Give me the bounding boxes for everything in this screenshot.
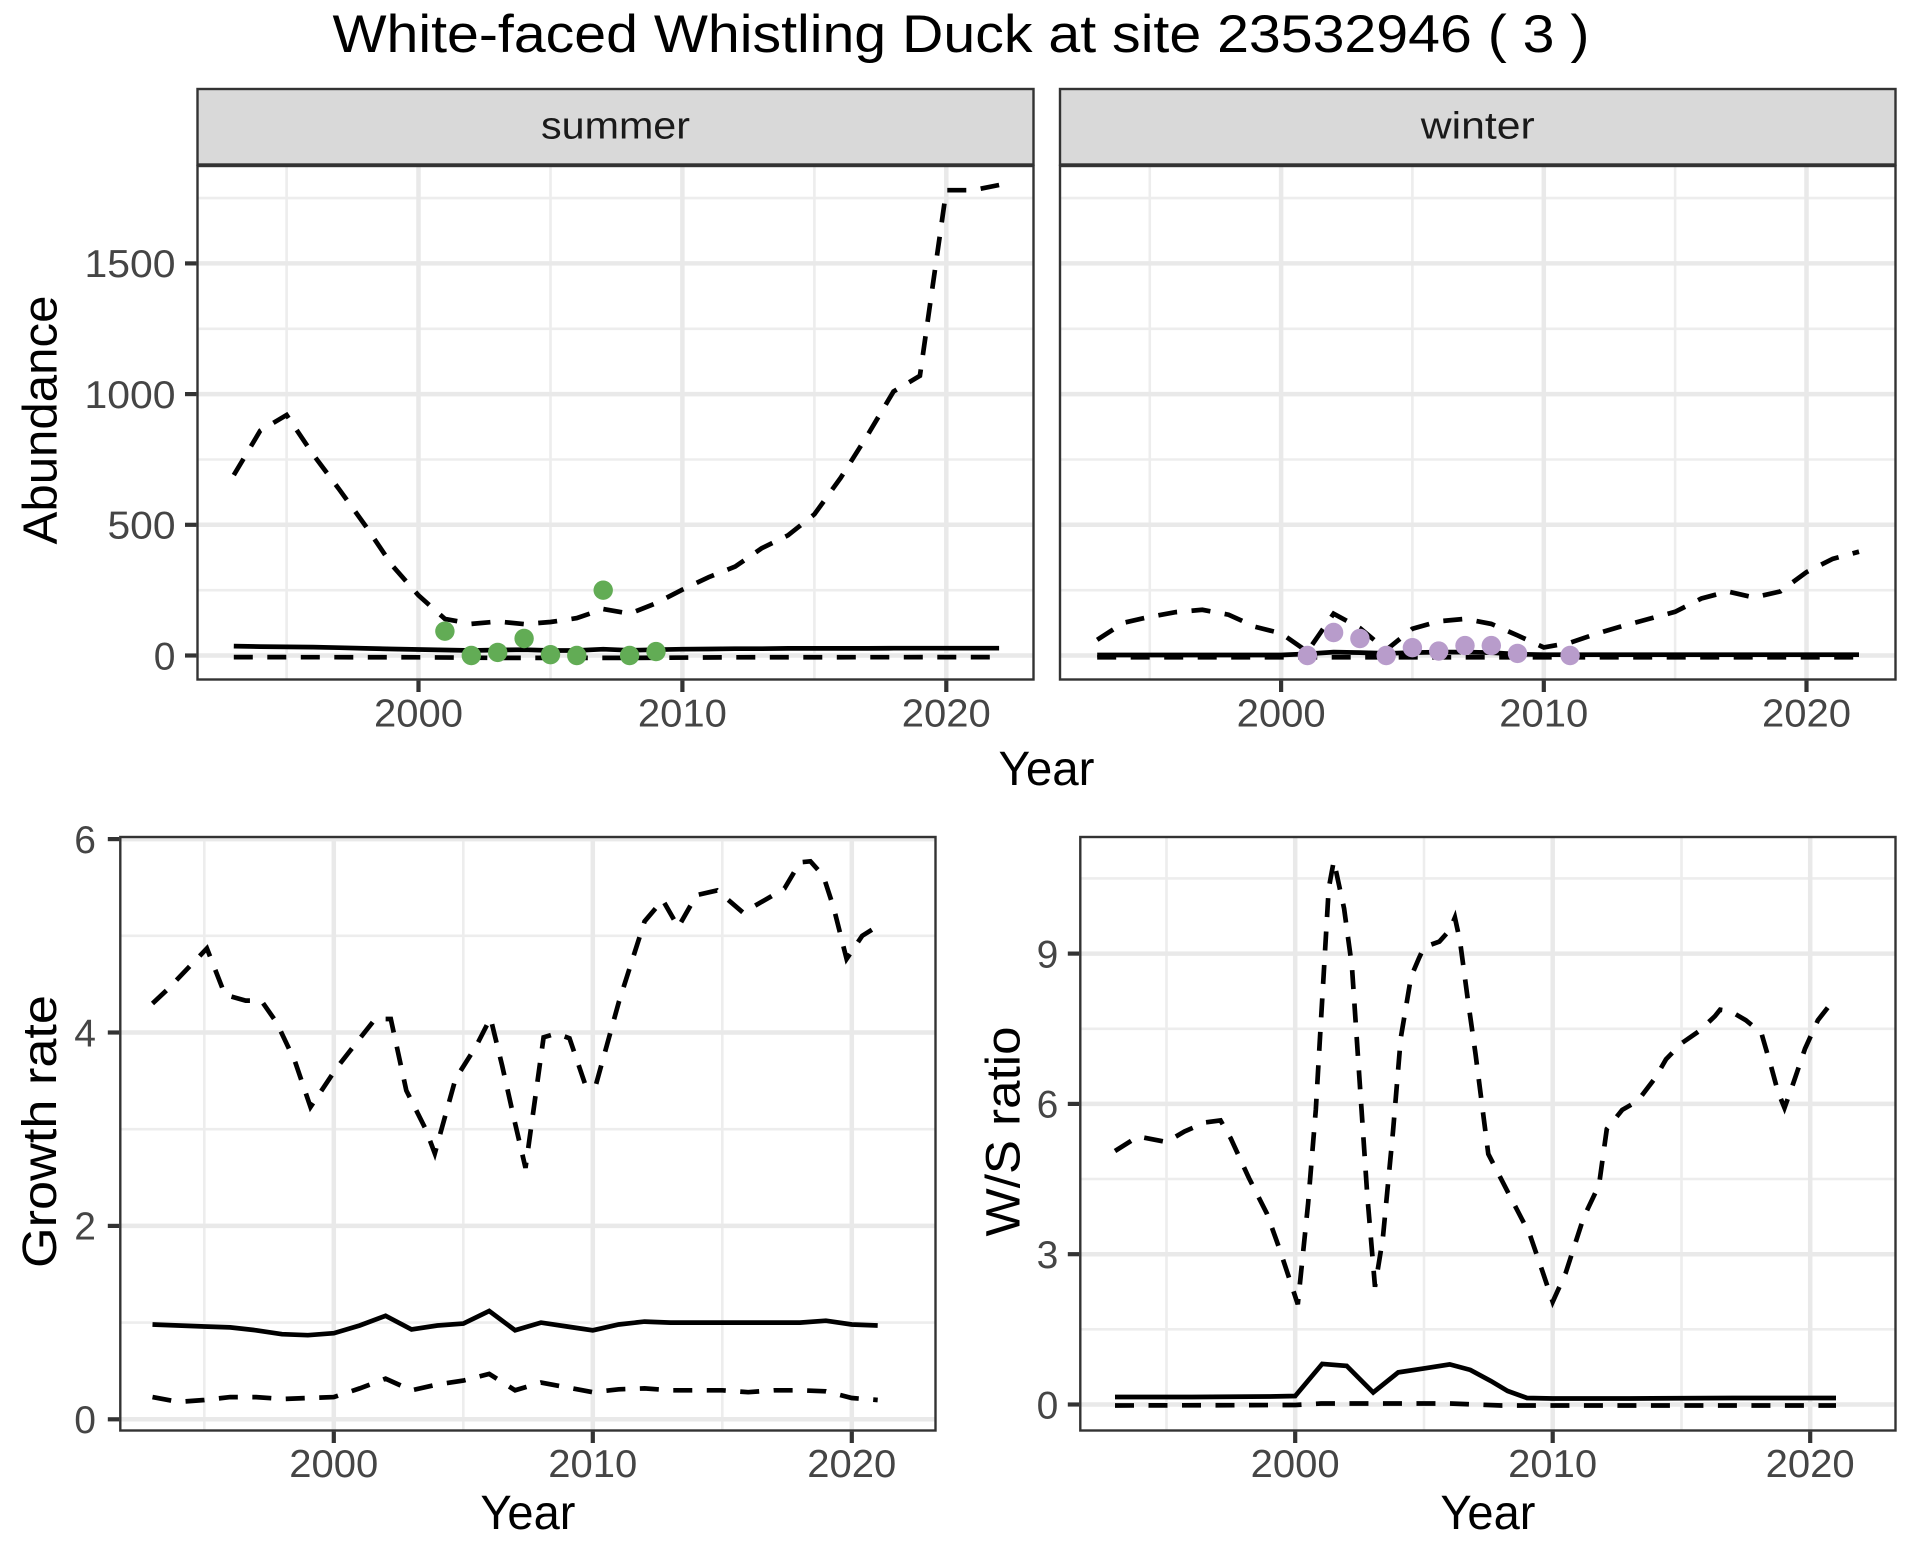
svg-text:2000: 2000 xyxy=(1237,693,1326,736)
svg-text:W/S ratio: W/S ratio xyxy=(978,1027,1031,1237)
svg-text:4: 4 xyxy=(74,1012,96,1055)
svg-text:2020: 2020 xyxy=(807,1443,896,1486)
svg-text:6: 6 xyxy=(74,819,96,862)
svg-text:2020: 2020 xyxy=(1766,1443,1855,1486)
svg-text:2020: 2020 xyxy=(1762,693,1851,736)
svg-text:Year: Year xyxy=(1440,1487,1535,1540)
svg-text:0: 0 xyxy=(74,1399,96,1442)
svg-text:Growth rate: Growth rate xyxy=(14,995,67,1268)
svg-text:2000: 2000 xyxy=(289,1443,378,1486)
svg-text:Abundance: Abundance xyxy=(15,296,68,545)
svg-text:1000: 1000 xyxy=(85,374,176,417)
svg-text:6: 6 xyxy=(1037,1084,1059,1127)
svg-text:Year: Year xyxy=(480,1487,575,1540)
svg-text:500: 500 xyxy=(108,505,176,548)
svg-text:2000: 2000 xyxy=(374,693,463,736)
svg-text:Year: Year xyxy=(999,743,1095,796)
svg-text:winter: winter xyxy=(1420,106,1536,148)
svg-text:White-faced Whistling Duck at: White-faced Whistling Duck at site 23532… xyxy=(333,5,1590,64)
svg-text:2010: 2010 xyxy=(638,693,727,736)
svg-text:2010: 2010 xyxy=(1508,1443,1597,1486)
svg-text:2020: 2020 xyxy=(902,693,991,736)
svg-text:2010: 2010 xyxy=(1499,693,1588,736)
svg-text:2: 2 xyxy=(74,1206,96,1249)
svg-text:9: 9 xyxy=(1037,933,1059,976)
svg-text:summer: summer xyxy=(541,106,690,148)
svg-text:3: 3 xyxy=(1037,1234,1059,1277)
svg-text:0: 0 xyxy=(1037,1384,1059,1427)
svg-text:2010: 2010 xyxy=(548,1443,637,1486)
svg-text:1500: 1500 xyxy=(85,243,176,286)
svg-text:0: 0 xyxy=(154,635,176,678)
svg-text:2000: 2000 xyxy=(1251,1443,1340,1486)
